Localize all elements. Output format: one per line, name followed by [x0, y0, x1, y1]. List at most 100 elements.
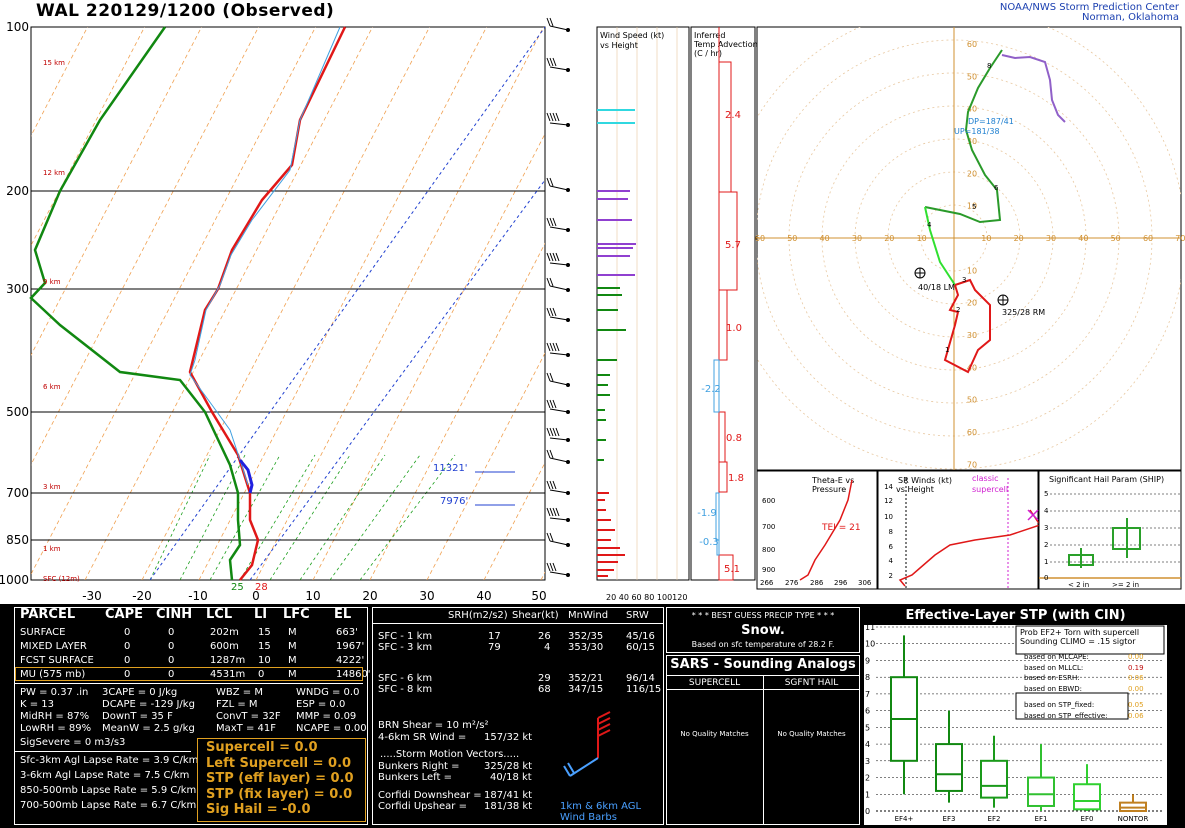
barb-flag	[546, 307, 551, 317]
ship-box-ge2	[1112, 527, 1141, 550]
sars-col-hail: SGFNT HAIL	[784, 678, 839, 688]
barb-flag	[552, 399, 557, 409]
barb-flag	[549, 507, 554, 517]
hodo-xlabel: 60	[755, 234, 765, 243]
barb-flag	[552, 217, 557, 227]
sfc-temp: 28	[255, 582, 268, 593]
isotherm	[31, 27, 202, 356]
hodo-xlabel: 40	[1078, 234, 1088, 243]
hodo-ylabel: 40	[967, 363, 977, 372]
hodo-ylabel: 10	[967, 202, 977, 211]
barb-flag	[546, 177, 551, 187]
theta-title-1: Theta-E vs	[811, 476, 854, 485]
hodo-ylabel: 10	[967, 266, 977, 275]
hodo-pt-4: 4	[927, 221, 932, 229]
parcel-h3: LCL	[206, 607, 233, 622]
sr-wind-label: 4-6km SR Wind =	[378, 732, 467, 743]
sr-y-2: 2	[889, 572, 893, 580]
kin-h0: SRH(m2/s2)	[448, 610, 508, 621]
composite-box	[197, 738, 366, 822]
org-label: NOAA/NWS Storm Prediction Center Norman,…	[1000, 3, 1179, 23]
hodo-ylabel: 70	[967, 460, 977, 469]
barb-flag	[549, 57, 554, 67]
barb-flag	[546, 399, 551, 409]
level-marker-1-label: 11321'	[433, 463, 468, 474]
barb-dot	[566, 188, 570, 192]
p-label-1000: 1000	[0, 573, 29, 587]
sr-supercell: supercell	[972, 485, 1008, 494]
stp-box-ef3	[935, 710, 963, 803]
temperature-profile	[188, 26, 347, 581]
hodo-segment-upper	[924, 49, 1003, 224]
stp-chart: 0 1 2 3 4 5 6 7 8 9 10 11 EF4+ EF3 EF2 EF1 EF0 NONTOR	[865, 625, 1165, 823]
sars-nomatch-2: No Quality Matches	[777, 730, 846, 738]
parcel-cell-3-2: 0	[168, 669, 175, 680]
corfidi-down-label: Corfidi Downshear =	[378, 790, 482, 801]
stp-category-label: EF0	[1081, 815, 1094, 823]
brn-shear: BRN Shear = 10 m²/s²	[378, 720, 489, 731]
adv-bar-6	[718, 461, 728, 493]
sars-title: SARS - Sounding Analogs	[670, 657, 856, 672]
parcel-cell-0-6: 663'	[336, 627, 358, 638]
parcel-cell-2-0: FCST SURFACE	[20, 655, 94, 666]
barb-staff	[549, 380, 569, 386]
barb-dot	[566, 460, 570, 464]
barb-label-1: 1km & 6km AGL	[560, 801, 642, 812]
ship-y-4: 4	[1044, 507, 1049, 515]
barb-dot	[566, 28, 570, 32]
bunkers-right-value: 325/28 kt	[484, 761, 533, 772]
virtual-temp-segment	[238, 459, 254, 494]
parcel-box	[14, 607, 368, 825]
index-cell-2-2: ConvT = 32F	[216, 711, 281, 722]
stp-b2-val: 0.06	[1128, 674, 1144, 682]
barb-flag	[546, 449, 551, 459]
ship-y-0: 0	[1044, 574, 1048, 582]
hodo-rm: 325/28 RM	[1002, 308, 1045, 317]
hodo-xlabel: 50	[787, 234, 797, 243]
barb-staff	[549, 540, 569, 546]
t-label-0: 0	[252, 589, 260, 603]
ship-title: Significant Hail Param (SHIP)	[1049, 475, 1164, 484]
hodo-xlabel: 30	[852, 234, 862, 243]
index-cell-3-3: NCAPE = 0.00	[296, 723, 367, 734]
hodo-xlabel: 50	[1111, 234, 1121, 243]
adv-val-3: 1.0	[726, 323, 742, 334]
p-label-850: 850	[6, 533, 29, 547]
isotherm	[141, 27, 430, 580]
sr-y-12: 12	[884, 497, 893, 505]
wind-barbs	[546, 17, 570, 577]
barb-flag	[555, 112, 560, 122]
parcel-cell-2-1: 0	[124, 655, 131, 666]
index-cell-0-0: PW = 0.37 .in	[20, 687, 89, 698]
corfidi-up-label: Corfidi Upshear =	[378, 801, 467, 812]
barb-staff	[549, 185, 569, 191]
parcel-cell-1-2: 0	[168, 641, 175, 652]
adv-bar-9	[718, 554, 734, 581]
kin-r3-label: SFC - 8 km	[378, 684, 433, 695]
theta-y-900: 900	[762, 566, 775, 574]
hodo-xlabel: 30	[1046, 234, 1056, 243]
kin-r1-shear: 4	[544, 642, 551, 653]
barb-staff	[549, 25, 569, 31]
bunkers-left-value: 40/18 kt	[490, 772, 532, 783]
barb-flag	[555, 507, 560, 517]
t-label-m30: -30	[82, 589, 102, 603]
stp-box-ef0	[1073, 764, 1101, 811]
barb-flag	[552, 112, 557, 122]
isotherm	[31, 27, 88, 137]
parcel-cell-1-1: 0	[124, 641, 131, 652]
isotherm	[312, 132, 545, 580]
p-label-100: 100	[6, 20, 29, 34]
barb-flag	[549, 480, 554, 490]
stp-ylabel: 1	[865, 790, 870, 799]
hodo-ylabel: 50	[967, 72, 977, 81]
adv-val-4: -2.2	[701, 384, 721, 395]
hodo-pt-1: 1	[945, 346, 949, 354]
theta-x-306: 306	[858, 579, 872, 587]
bunkers-left-label: Bunkers Left =	[378, 772, 452, 783]
theta-y-600: 600	[762, 497, 775, 505]
barb-staff	[549, 226, 569, 231]
hodo-segment-low	[943, 278, 991, 374]
sars-col-supercell: SUPERCELL	[688, 678, 741, 688]
barb-staff	[549, 352, 569, 356]
